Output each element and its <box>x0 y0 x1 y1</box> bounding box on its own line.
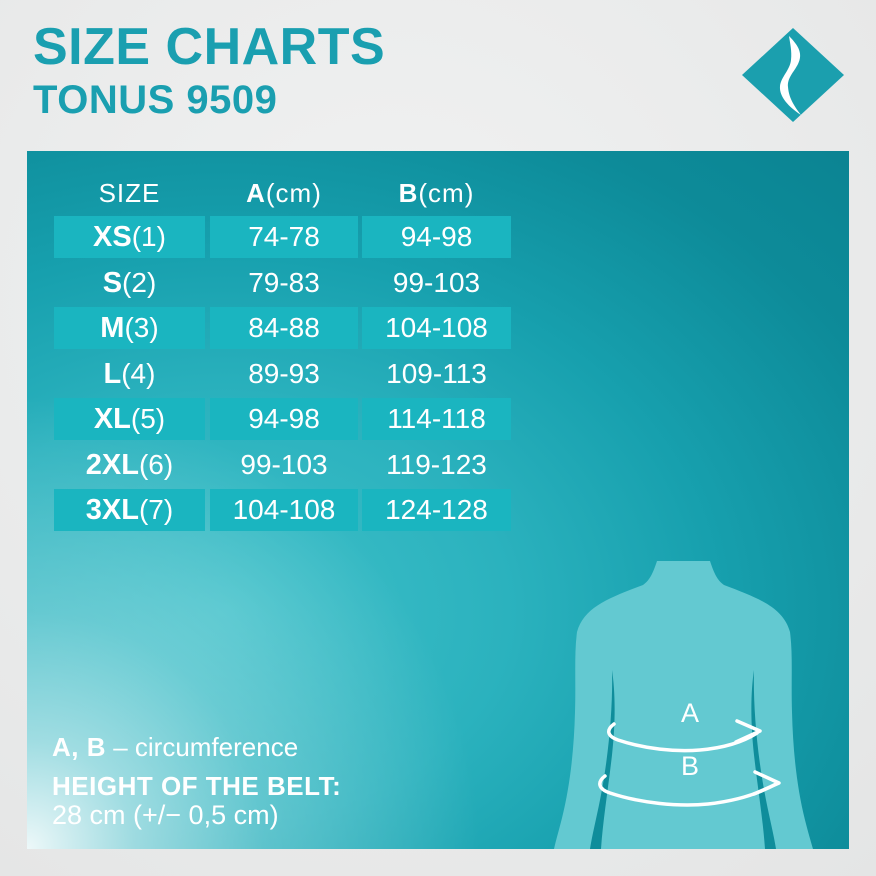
brand-diamond-swoosh-icon <box>742 28 844 122</box>
circumference-note: A, B – circumference <box>52 732 298 763</box>
table-row: M(3) 84-88 104-108 <box>54 307 511 349</box>
a-value-cell: 89-93 <box>248 357 320 389</box>
torso-silhouette <box>554 561 813 849</box>
circumference-letters: A, B <box>52 732 106 762</box>
size-code: XL <box>93 403 131 435</box>
column-a-unit: (cm) <box>265 178 322 208</box>
b-value-cell: 99-103 <box>392 266 481 298</box>
logo-diamond-shape <box>742 28 844 122</box>
size-cell: 2XL(6) <box>54 444 205 486</box>
arrow-a-label: A <box>681 698 699 728</box>
circumference-text: – circumference <box>106 732 299 762</box>
size-index: (2) <box>122 266 157 298</box>
size-index: (5) <box>130 403 166 434</box>
product-model-subtitle: TONUS 9509 <box>33 78 278 122</box>
arrow-b-head <box>752 770 781 796</box>
b-value-cell: 94-98 <box>362 216 511 258</box>
b-value-cell: 109-113 <box>386 357 487 389</box>
left-armpit-gap <box>590 670 615 849</box>
b-value-cell: 119-123 <box>386 448 487 480</box>
torso-measurement-figure: A B <box>554 561 813 849</box>
size-cell: M(3) <box>54 307 205 349</box>
size-cell: 3XL(7) <box>54 489 205 531</box>
size-code: XS <box>93 221 132 253</box>
arrow-a-head <box>734 719 762 744</box>
b-value-cell: 124-128 <box>362 489 511 531</box>
b-value-cell: 104-108 <box>362 307 511 349</box>
a-value-cell: 104-108 <box>210 489 358 531</box>
size-code: 2XL <box>85 448 139 481</box>
a-value-cell: 94-98 <box>210 398 358 440</box>
belt-height-title: HEIGHT OF THE BELT: <box>52 771 342 801</box>
column-b-letter: B <box>398 178 419 208</box>
right-armpit-gap <box>751 670 776 849</box>
size-index: (6) <box>138 448 174 480</box>
size-cell: XL(5) <box>54 398 205 440</box>
a-value-cell: 99-103 <box>240 448 328 480</box>
table-row: L(4) 89-93 109-113 <box>54 353 511 395</box>
a-value-cell: 84-88 <box>210 307 358 349</box>
size-chart-panel: SIZE A(cm) B(cm) XS(1) 74-78 94-98 S(2) … <box>27 151 849 849</box>
size-index: (1) <box>131 221 166 252</box>
size-code: S <box>102 266 123 299</box>
size-code: 3XL <box>85 494 139 526</box>
a-value-cell: 74-78 <box>210 216 358 258</box>
b-value-cell: 114-118 <box>362 398 511 440</box>
arrow-a-curve <box>607 722 759 753</box>
size-index: (7) <box>138 494 174 525</box>
table-header-row: SIZE A(cm) B(cm) <box>54 178 511 208</box>
arrow-b-label: B <box>681 751 699 781</box>
table-row: 2XL(6) 99-103 119-123 <box>54 444 511 486</box>
column-header-b: B(cm) <box>362 178 511 208</box>
size-cell: L(4) <box>54 353 205 395</box>
column-header-size: SIZE <box>98 178 161 208</box>
belt-height-value: 28 cm (+/− 0,5 cm) <box>52 800 279 830</box>
size-code: L <box>103 357 122 390</box>
table-row: XS(1) 74-78 94-98 <box>54 216 511 258</box>
size-code: M <box>100 312 125 344</box>
logo-swoosh-shape <box>779 36 801 115</box>
column-b-unit: (cm) <box>418 178 475 208</box>
size-cell: S(2) <box>54 262 205 304</box>
table-row: 3XL(7) 104-108 124-128 <box>54 489 511 531</box>
a-value-cell: 79-83 <box>248 266 320 298</box>
table-row: XL(5) 94-98 114-118 <box>54 398 511 440</box>
arrow-b-curve <box>598 774 778 807</box>
size-cell: XS(1) <box>54 216 205 258</box>
column-header-a: A(cm) <box>210 178 358 208</box>
column-a-letter: A <box>246 178 266 208</box>
size-index: (4) <box>121 357 156 389</box>
table-row: S(2) 79-83 99-103 <box>54 262 511 304</box>
page-title: SIZE CHARTS <box>33 18 386 76</box>
size-index: (3) <box>124 312 159 343</box>
